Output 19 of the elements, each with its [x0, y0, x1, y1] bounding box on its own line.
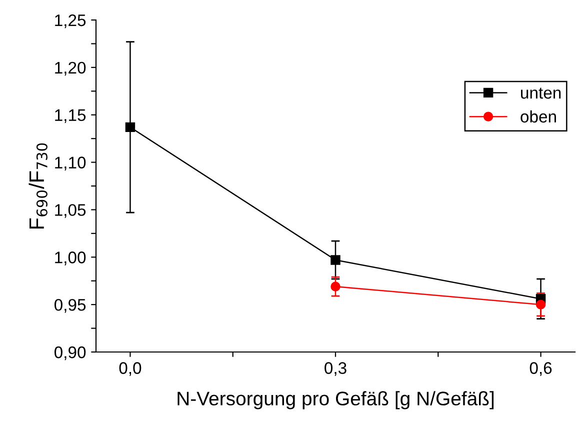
y-tick-label: 1,00 — [55, 252, 86, 266]
y-tick-label: 0,95 — [54, 298, 86, 313]
y-tick-label: 1,25 — [55, 14, 86, 28]
x-tick-label: 0,6 — [530, 362, 552, 376]
y-tick-label: 1,15 — [55, 109, 86, 124]
y-tick-label: 1,10 — [55, 156, 86, 170]
point — [330, 282, 340, 292]
x-tick-label: 0,0 — [119, 362, 142, 376]
legend-label: unten — [521, 88, 561, 99]
point — [330, 255, 340, 265]
point — [125, 122, 136, 132]
point — [536, 300, 546, 310]
x-axis-title: N-Versorgung pro Gefäß [g N/Gefäß] — [178, 391, 494, 410]
y-tick-label: 0,90 — [54, 346, 86, 360]
y-tick-label: 1,20 — [55, 62, 86, 76]
y-tick-label: 1,05 — [55, 204, 86, 218]
legend-label: oben — [520, 110, 556, 123]
y-axis-title: F$_{690}$/F$_{730}$ — [28, 143, 48, 229]
x-tick-label: 0,3 — [324, 362, 346, 376]
